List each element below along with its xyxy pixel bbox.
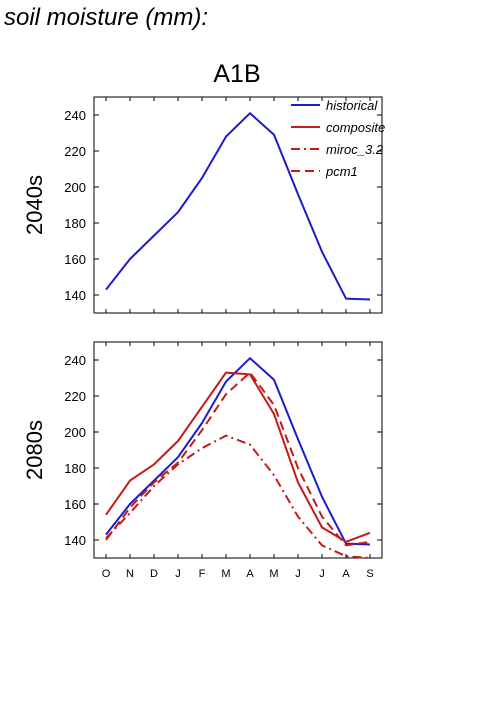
x-tick-label: S [366,568,373,580]
legend: historical composite miroc_3.2 pcm1 [291,98,385,179]
x-tick-label: D [150,568,158,580]
series-line-historical [105,357,371,546]
y-tick-label: 180 [64,461,86,476]
y-tick-label: 140 [64,288,86,303]
legend-label: historical [326,98,378,113]
legend-label: miroc_3.2 [326,142,384,157]
x-tick-label: N [126,568,134,580]
figure-title: soil moisture (mm): [4,4,209,31]
x-tick-label: F [199,568,206,580]
x-tick-label: M [221,568,230,580]
y-tick-label: 180 [64,216,86,231]
x-tick-label: A [342,568,350,580]
series-line-composite [105,371,371,543]
legend-label: pcm1 [325,164,358,179]
panel-2040s: 140 160 180 200 220 240 2040s [22,96,383,314]
plot-frame [93,96,383,314]
series-line-miroc-3-2 [105,434,371,559]
y-tick-label: 220 [64,389,86,404]
y-tick-label: 200 [64,425,86,440]
y-tick-label: 200 [64,180,86,195]
plot-frame [93,341,383,559]
y-tick-label: 240 [64,108,86,123]
y-tick-label: 220 [64,144,86,159]
x-tick-label: O [102,568,111,580]
scenario-title: A1B [213,60,260,88]
x-tick-label: J [175,568,181,580]
legend-label: composite [326,120,385,135]
series-line-historical [105,112,371,301]
x-tick-label: A [246,568,254,580]
row-label: 2040s [22,175,47,235]
row-label: 2080s [22,420,47,480]
y-tick-label: 240 [64,353,86,368]
y-tick-label: 140 [64,533,86,548]
x-tick-label: J [295,568,301,580]
x-tick-label: M [269,568,278,580]
y-tick-label: 160 [64,252,86,267]
panel-2080s: 140 160 180 200 220 240 O N D J F M A M J J A S 2080s [22,341,383,580]
x-tick-label: J [319,568,325,580]
series-line-pcm1 [105,371,371,547]
y-tick-label: 160 [64,497,86,512]
